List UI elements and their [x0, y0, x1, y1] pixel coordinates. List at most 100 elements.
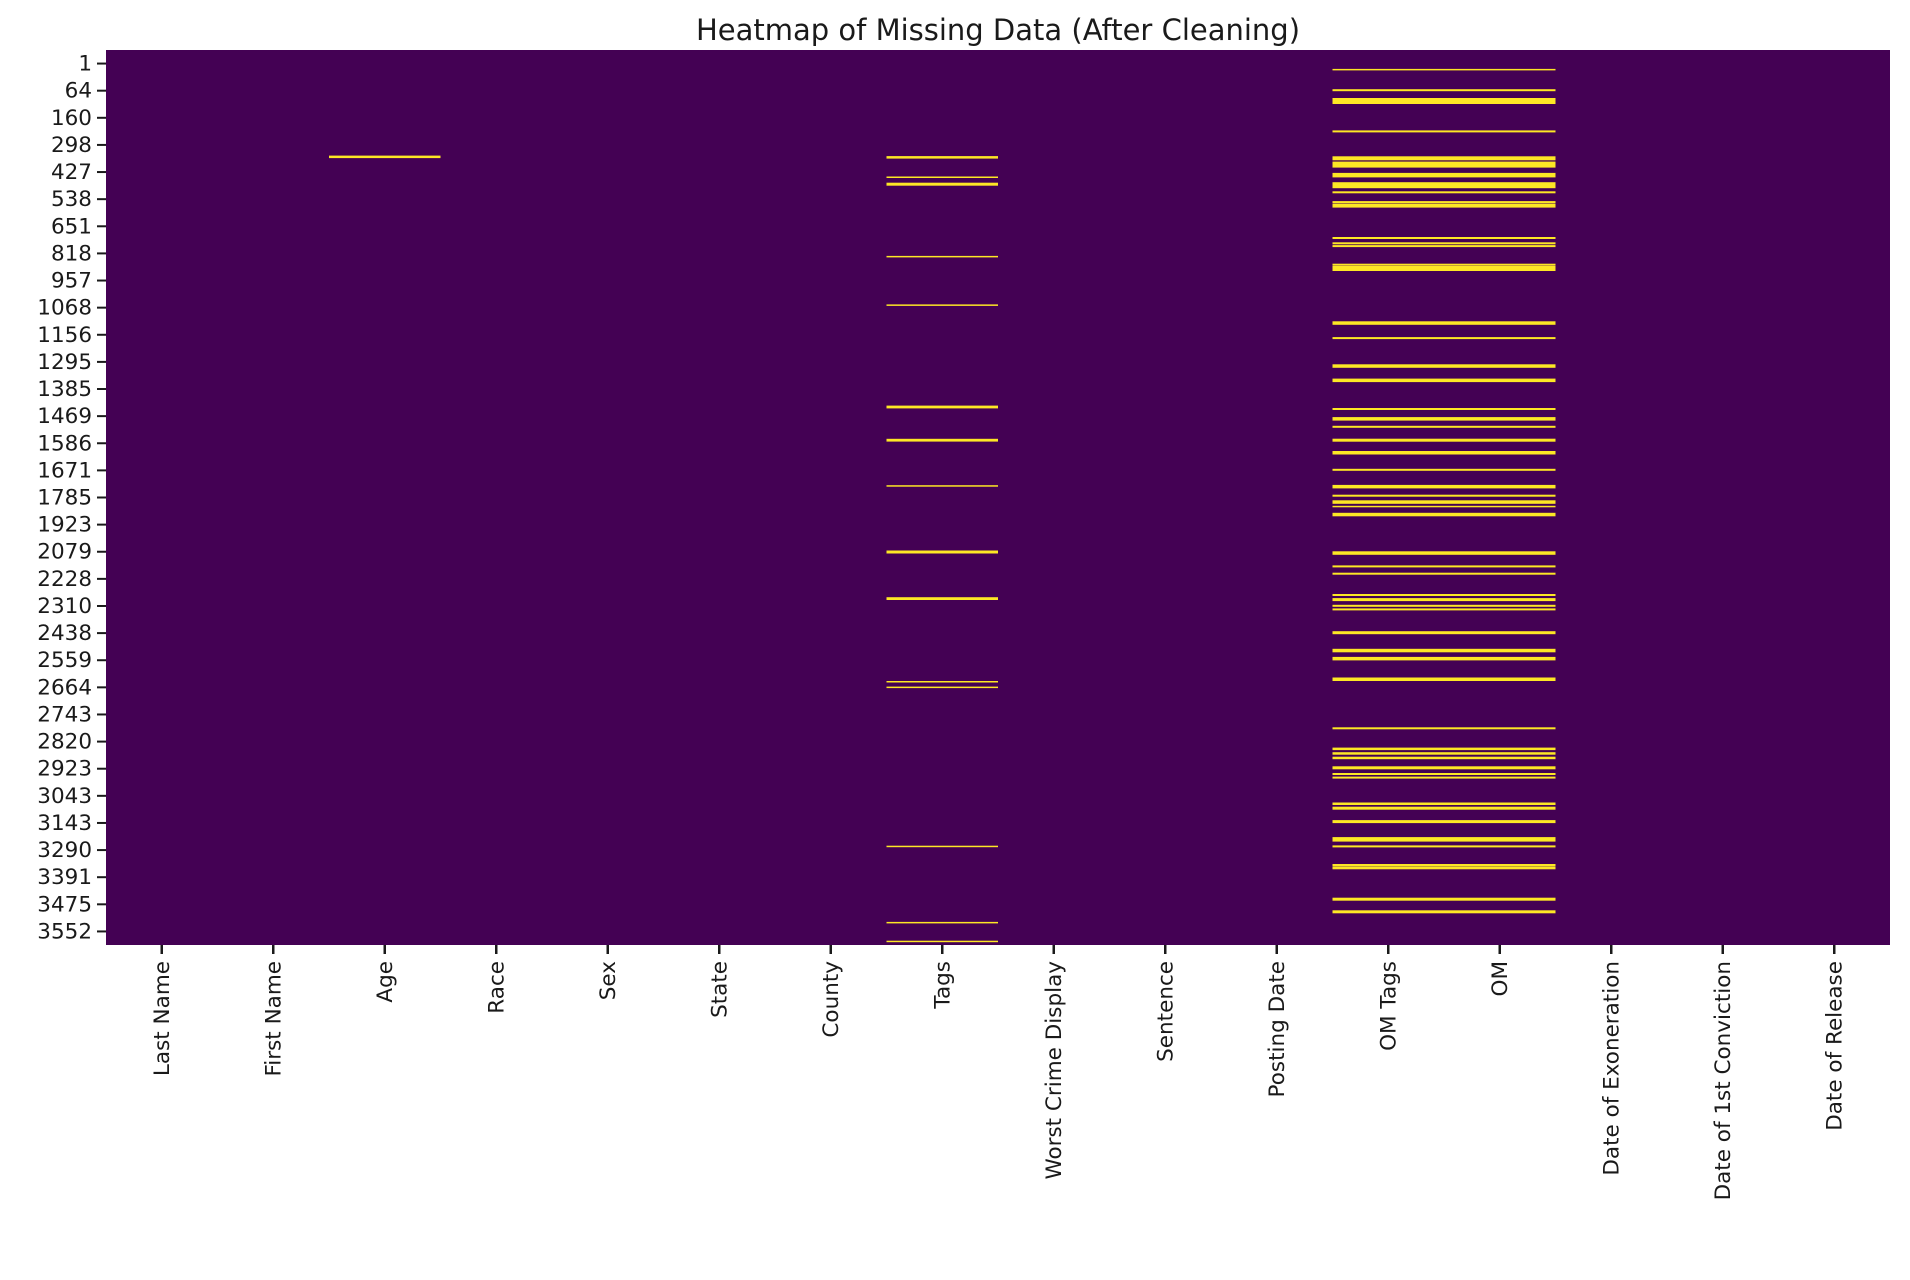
y-tick-label: 427	[51, 160, 92, 185]
missing-streak	[886, 438, 998, 442]
missing-streak	[886, 405, 998, 409]
missing-streak	[1332, 378, 1556, 383]
missing-streak	[1332, 201, 1556, 204]
missing-streak	[1332, 438, 1556, 442]
missing-streak	[1332, 756, 1556, 760]
missing-streak	[1332, 766, 1556, 770]
missing-streak	[1332, 89, 1556, 92]
missing-streak	[1332, 408, 1556, 410]
y-tick-label: 1785	[37, 486, 92, 511]
missing-streak	[1332, 68, 1556, 71]
x-tick-label: County	[819, 961, 844, 1038]
missing-streak	[1332, 161, 1556, 168]
missing-streak	[1332, 237, 1556, 239]
missing-streak	[1332, 648, 1556, 653]
y-tick-label: 2438	[37, 621, 92, 646]
y-tick-label: 538	[51, 187, 92, 212]
missing-streak	[1332, 773, 1556, 775]
missing-streak	[1332, 820, 1556, 824]
missing-streak	[1332, 802, 1556, 805]
missing-streak	[1332, 656, 1556, 661]
missing-streak	[1332, 451, 1556, 455]
missing-streak	[886, 845, 998, 848]
y-tick-label: 1671	[37, 458, 92, 483]
missing-streak	[886, 921, 998, 924]
x-tick-label: OM Tags	[1377, 961, 1402, 1051]
y-tick-label: 64	[65, 79, 92, 104]
missing-streak	[886, 686, 998, 689]
missing-streak	[886, 550, 998, 554]
x-tick-label: State	[708, 961, 733, 1018]
missing-streak	[1332, 677, 1556, 681]
x-tick-label: Posting Date	[1265, 961, 1290, 1097]
missing-streak	[1332, 156, 1556, 161]
y-tick-label: 1586	[37, 431, 92, 456]
y-tick-label: 1469	[37, 404, 92, 429]
y-tick-label: 2079	[37, 540, 92, 565]
missing-streak	[1332, 494, 1556, 497]
missing-streak	[1332, 572, 1556, 575]
y-tick-label: 818	[51, 241, 92, 266]
missing-streak	[1332, 631, 1556, 635]
x-tick-label: First Name	[262, 961, 287, 1077]
missing-streak	[1332, 551, 1556, 555]
missing-streak	[1332, 897, 1556, 901]
missing-streak	[1332, 598, 1556, 602]
y-tick-label: 3475	[37, 892, 92, 917]
x-tick-label: Sentence	[1154, 961, 1179, 1062]
missing-streak	[1332, 337, 1556, 340]
missing-streak	[1332, 98, 1556, 104]
missing-streak	[1332, 500, 1556, 504]
x-tick-label: OM	[1488, 961, 1513, 996]
y-tick-label: 1295	[37, 350, 92, 375]
y-tick-label: 160	[51, 106, 92, 131]
missing-streak	[1332, 752, 1556, 755]
y-tick-label: 651	[51, 214, 92, 239]
missing-streak	[886, 304, 998, 306]
y-tick-label: 3552	[37, 919, 92, 944]
missing-streak	[1332, 203, 1556, 208]
missing-streak	[1332, 468, 1556, 471]
x-tick-label: Date of Release	[1823, 961, 1848, 1131]
y-tick-label: 298	[51, 133, 92, 158]
missing-streak	[1332, 512, 1556, 517]
missing-streak	[1332, 727, 1556, 730]
y-tick-label: 2310	[37, 594, 92, 619]
y-tick-label: 2923	[37, 757, 92, 782]
y-tick-label: 1923	[37, 513, 92, 538]
y-tick-label: 1068	[37, 296, 92, 321]
missing-streak	[1332, 845, 1556, 848]
missing-streak	[1332, 806, 1556, 810]
y-tick-label: 2559	[37, 648, 92, 673]
missing-streak	[1332, 425, 1556, 428]
missing-streak	[1332, 242, 1556, 245]
y-tick-label: 2743	[37, 702, 92, 727]
missing-streak	[1332, 604, 1556, 607]
missing-streak	[886, 156, 998, 159]
missing-streak	[886, 940, 998, 943]
missing-streak	[1332, 172, 1556, 178]
missing-streak	[1332, 910, 1556, 914]
missing-streak	[1332, 565, 1556, 568]
chart-title: Heatmap of Missing Data (After Cleaning)	[696, 13, 1300, 47]
y-tick-label: 2228	[37, 567, 92, 592]
missing-streak	[1332, 417, 1556, 421]
x-tick-label: Age	[373, 961, 398, 1003]
missing-streak	[1332, 776, 1556, 779]
missing-streak	[1332, 837, 1556, 842]
missing-streak	[329, 155, 441, 159]
x-tick-label: Sex	[596, 961, 621, 1000]
missing-streak	[1332, 182, 1556, 189]
x-tick-label: Date of Exoneration	[1600, 961, 1625, 1176]
x-axis: Last Name First Name Age Race Sex State County…	[150, 945, 1848, 1200]
missing-streak	[1332, 747, 1556, 751]
y-tick-label: 1385	[37, 377, 92, 402]
missing-streak	[1332, 245, 1556, 248]
missing-streak	[886, 681, 998, 683]
missing-streak	[1332, 594, 1556, 596]
y-tick-label: 3143	[37, 811, 92, 836]
y-tick-label: 1	[78, 52, 92, 77]
y-tick-label: 3290	[37, 838, 92, 863]
